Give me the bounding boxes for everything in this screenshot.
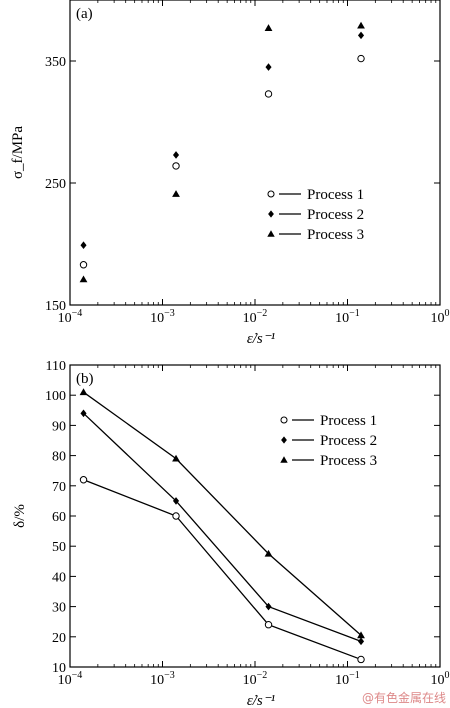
y-tick-label: 60 xyxy=(52,510,66,525)
data-point xyxy=(79,388,88,396)
data-point xyxy=(172,190,180,197)
y-tick-label: 10 xyxy=(52,661,66,676)
data-point xyxy=(357,54,365,63)
legend-marker xyxy=(267,190,275,198)
x-tick-label: 10−3 xyxy=(150,308,175,326)
legend-marker xyxy=(281,436,287,444)
plot-frame xyxy=(69,364,441,668)
data-point xyxy=(357,637,365,646)
data-point xyxy=(80,409,87,418)
x-axis-label: ε̇/s⁻¹ xyxy=(247,693,276,708)
y-tick-label: 70 xyxy=(52,480,66,495)
y-tick-label: 20 xyxy=(52,631,66,646)
data-point xyxy=(264,621,273,629)
legend-label: Process 2 xyxy=(320,433,377,449)
x-tick-label: 10−4 xyxy=(58,670,83,688)
data-point xyxy=(172,162,180,170)
data-point xyxy=(172,151,180,159)
legend-label: Process 1 xyxy=(307,187,364,203)
y-axis-label: σ_f/MPa xyxy=(10,126,26,179)
data-point xyxy=(357,655,365,664)
data-point xyxy=(79,261,88,269)
data-point xyxy=(265,602,272,611)
legend-marker xyxy=(268,210,274,218)
data-point xyxy=(264,90,273,98)
data-point xyxy=(264,24,273,31)
data-point xyxy=(357,21,365,29)
y-tick-label: 90 xyxy=(52,419,66,434)
panel-b-chart: 10−4 10−3 10−2 10−1 100 10 20 30 40 50 60 70 80 90 100… xyxy=(12,359,450,708)
data-point xyxy=(357,31,365,40)
series-line xyxy=(83,391,362,636)
y-tick-label: 50 xyxy=(52,540,66,555)
y-tick-label: 80 xyxy=(52,450,66,465)
data-point xyxy=(80,241,87,250)
data-point xyxy=(79,476,88,484)
x-tick-label: 10−1 xyxy=(335,670,360,688)
y-tick-label: 110 xyxy=(46,359,66,374)
data-point xyxy=(79,275,88,283)
watermark: @有色金属在线 xyxy=(362,690,446,705)
x-tick-label: 10−2 xyxy=(243,670,268,688)
legend-marker xyxy=(280,416,288,424)
legend-label: Process 3 xyxy=(307,227,364,243)
legend-marker xyxy=(267,230,275,237)
y-tick-label: 350 xyxy=(45,55,66,70)
data-point xyxy=(264,549,273,557)
x-tick-label: 100 xyxy=(431,670,450,688)
x-tick-label: 10−1 xyxy=(335,308,360,326)
y-tick-label: 100 xyxy=(45,389,66,404)
y-tick-label: 40 xyxy=(52,570,66,585)
x-tick-label: 100 xyxy=(431,308,450,326)
legend-label: Process 3 xyxy=(320,453,377,469)
data-point xyxy=(172,454,180,462)
legend-marker xyxy=(280,456,288,463)
data-point xyxy=(265,63,272,71)
y-tick-label: 150 xyxy=(45,299,66,314)
panel-a-chart: 10−4 10−3 10−2 10−1 100 150 250 350 (a) ε̇/s⁻¹ σ_f… xyxy=(10,0,450,347)
plot-frame xyxy=(69,0,441,306)
series-line xyxy=(83,479,362,661)
legend-label: Process 2 xyxy=(307,207,364,223)
panel-label: (a) xyxy=(76,6,93,22)
x-tick-label: 10−2 xyxy=(243,308,268,326)
x-tick-label: 10−4 xyxy=(58,308,83,326)
data-point xyxy=(172,512,180,520)
panel-label: (b) xyxy=(76,371,94,387)
x-axis-label: ε̇/s⁻¹ xyxy=(247,331,276,347)
y-tick-label: 30 xyxy=(52,601,66,616)
y-axis-label: δ/% xyxy=(12,504,28,528)
y-tick-label: 250 xyxy=(45,177,66,192)
x-tick-label: 10−3 xyxy=(150,670,175,688)
legend-label: Process 1 xyxy=(320,413,377,429)
data-point xyxy=(172,497,180,505)
data-point xyxy=(357,631,365,639)
series-line xyxy=(83,412,362,642)
